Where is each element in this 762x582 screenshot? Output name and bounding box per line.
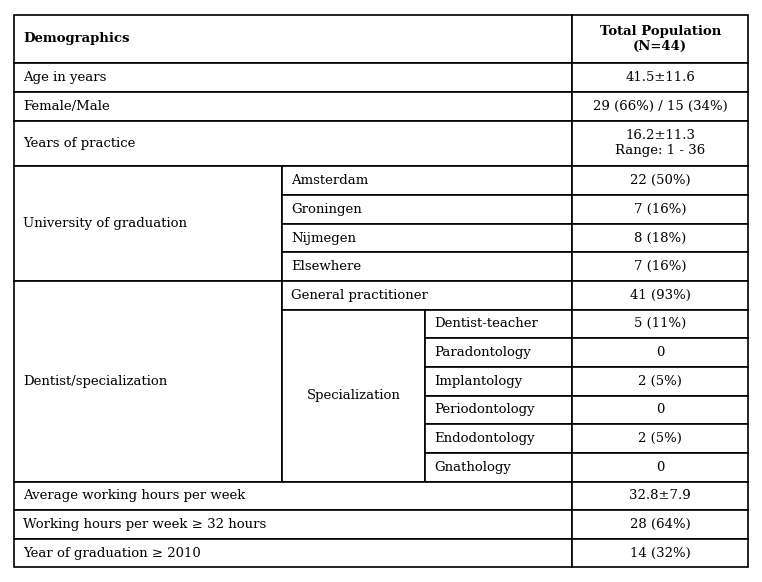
Text: 28 (64%): 28 (64%)	[629, 518, 690, 531]
Text: 5 (11%): 5 (11%)	[634, 317, 687, 331]
Bar	[14, 481, 572, 510]
Bar	[572, 424, 748, 453]
Text: Periodontology: Periodontology	[434, 403, 535, 416]
Bar	[572, 510, 748, 539]
Bar	[572, 195, 748, 223]
Text: Total Population
(N=44): Total Population (N=44)	[600, 25, 721, 53]
Bar	[572, 310, 748, 338]
Bar	[14, 166, 282, 281]
Bar	[282, 166, 572, 195]
Text: Paradontology: Paradontology	[434, 346, 531, 359]
Text: 7 (16%): 7 (16%)	[634, 203, 687, 216]
Bar	[14, 15, 572, 63]
Text: 14 (32%): 14 (32%)	[629, 546, 690, 560]
Text: Nijmegen: Nijmegen	[291, 232, 356, 244]
Text: Year of graduation ≥ 2010: Year of graduation ≥ 2010	[23, 546, 200, 560]
Bar	[14, 120, 572, 166]
Bar	[14, 539, 572, 567]
Text: 41.5±11.6: 41.5±11.6	[625, 71, 695, 84]
Bar	[425, 338, 572, 367]
Bar	[425, 453, 572, 481]
Text: 2 (5%): 2 (5%)	[639, 432, 682, 445]
Text: Endodontology: Endodontology	[434, 432, 535, 445]
Bar	[572, 481, 748, 510]
Text: University of graduation: University of graduation	[23, 217, 187, 230]
Text: 32.8±7.9: 32.8±7.9	[629, 489, 691, 502]
Text: Elsewhere: Elsewhere	[291, 260, 361, 273]
Bar	[282, 310, 425, 481]
Text: 7 (16%): 7 (16%)	[634, 260, 687, 273]
Bar	[572, 367, 748, 396]
Text: Age in years: Age in years	[23, 71, 106, 84]
Text: 22 (50%): 22 (50%)	[630, 174, 690, 187]
Text: 29 (66%) / 15 (34%): 29 (66%) / 15 (34%)	[593, 100, 728, 113]
Bar	[572, 63, 748, 92]
Text: Amsterdam: Amsterdam	[291, 174, 368, 187]
Text: Average working hours per week: Average working hours per week	[23, 489, 245, 502]
Text: Demographics: Demographics	[23, 33, 130, 45]
Bar	[282, 253, 572, 281]
Bar	[572, 120, 748, 166]
Text: Specialization: Specialization	[306, 389, 400, 402]
Bar	[425, 310, 572, 338]
Text: Implantology: Implantology	[434, 375, 523, 388]
Text: 2 (5%): 2 (5%)	[639, 375, 682, 388]
Text: General practitioner: General practitioner	[291, 289, 427, 302]
Bar	[572, 92, 748, 120]
Bar	[14, 281, 282, 481]
Bar	[572, 15, 748, 63]
Bar	[572, 539, 748, 567]
Text: 0: 0	[656, 346, 664, 359]
Bar	[572, 253, 748, 281]
Text: 0: 0	[656, 461, 664, 474]
Bar	[14, 510, 572, 539]
Text: Female/Male: Female/Male	[23, 100, 110, 113]
Bar	[572, 396, 748, 424]
Bar	[282, 223, 572, 253]
Text: 0: 0	[656, 403, 664, 416]
Bar	[14, 92, 572, 120]
Text: Dentist-teacher: Dentist-teacher	[434, 317, 538, 331]
Bar	[572, 338, 748, 367]
Bar	[282, 195, 572, 223]
Text: 41 (93%): 41 (93%)	[629, 289, 690, 302]
Bar	[14, 63, 572, 92]
Bar	[572, 453, 748, 481]
Bar	[572, 223, 748, 253]
Bar	[572, 281, 748, 310]
Bar	[282, 281, 572, 310]
Text: Dentist/specialization: Dentist/specialization	[23, 375, 167, 388]
Text: Years of practice: Years of practice	[23, 137, 135, 150]
Text: Groningen: Groningen	[291, 203, 362, 216]
Text: 16.2±11.3
Range: 1 - 36: 16.2±11.3 Range: 1 - 36	[615, 129, 706, 158]
Text: Working hours per week ≥ 32 hours: Working hours per week ≥ 32 hours	[23, 518, 266, 531]
Bar	[425, 424, 572, 453]
Text: Gnathology: Gnathology	[434, 461, 511, 474]
Bar	[425, 367, 572, 396]
Bar	[425, 396, 572, 424]
Bar	[572, 166, 748, 195]
Text: 8 (18%): 8 (18%)	[634, 232, 687, 244]
